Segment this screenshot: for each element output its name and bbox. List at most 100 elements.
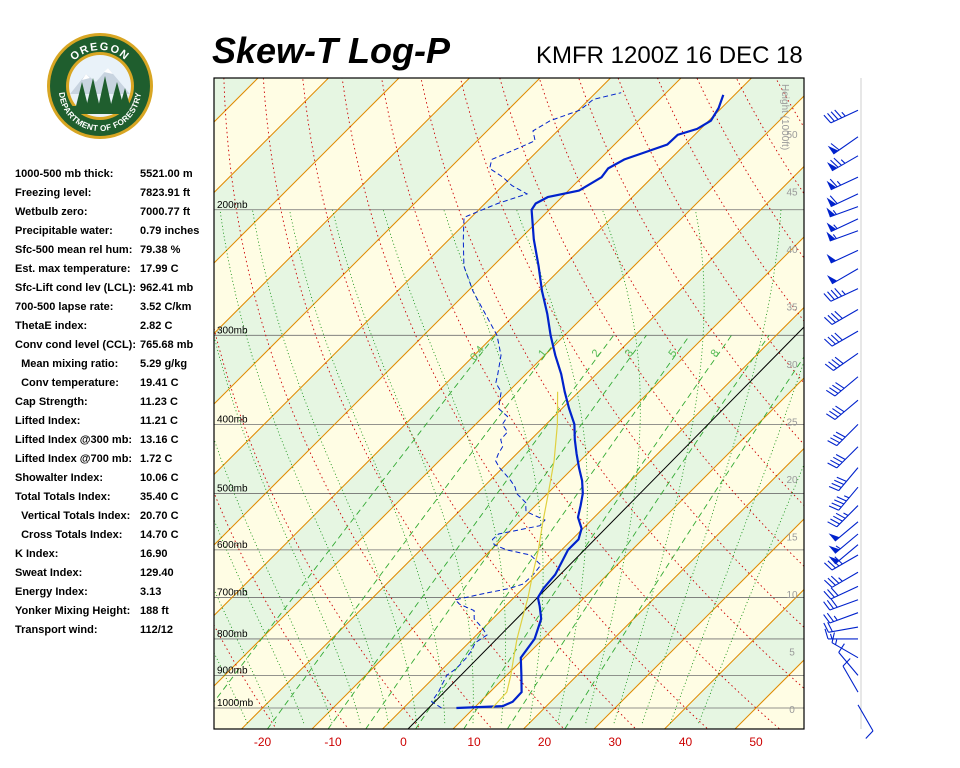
- dewpoint-profile: [430, 92, 622, 709]
- temperature-band: [214, 96, 804, 729]
- mixing-ratio-line: [214, 335, 496, 703]
- wind-barb: [828, 467, 859, 492]
- index-value: 11.21 C: [140, 415, 178, 427]
- wind-barb: [842, 658, 859, 693]
- wind-barb-feather: [827, 462, 838, 469]
- pressure-level-label: 1000mb: [217, 698, 254, 709]
- wind-barb-feather: [833, 157, 842, 166]
- wind-barb-feather: [830, 437, 840, 444]
- temperature-tick-label: -20: [254, 735, 272, 749]
- dry-adiabat-line: [657, 78, 804, 322]
- temperature-tick-label: -10: [324, 735, 342, 749]
- wind-barb-feather: [831, 632, 835, 643]
- tree-icon: [76, 76, 130, 108]
- wind-barb-feather: [830, 558, 840, 567]
- wind-barb: [826, 230, 859, 242]
- moist-adiabat-line: [641, 209, 782, 724]
- index-value: 129.40: [140, 567, 174, 579]
- wind-barb-staff: [834, 399, 859, 420]
- dry-adiabat-line: [916, 52, 960, 738]
- index-value: 7823.91 ft: [140, 187, 191, 199]
- wind-barb-half-feather: [843, 495, 850, 499]
- wind-barb: [824, 309, 859, 325]
- wind-barb-feather: [828, 485, 839, 492]
- height-tick-label: 0: [789, 705, 795, 716]
- wind-barb-feather: [831, 502, 842, 508]
- index-value: 14.70 C: [140, 529, 179, 541]
- wind-barb-feather: [830, 518, 840, 525]
- index-label: Wetbulb zero:: [15, 206, 88, 218]
- index-value: 1.72 C: [140, 453, 173, 465]
- wind-barb-feather: [830, 111, 839, 120]
- chart-title: Skew-T Log-P: [212, 30, 451, 71]
- wind-barb: [824, 330, 859, 347]
- dry-adiabat-line: [341, 78, 709, 729]
- parcel-profile: [491, 391, 559, 709]
- wind-barb-feather: [827, 314, 836, 323]
- height-tick-label: 20: [786, 475, 798, 486]
- wind-barb: [826, 249, 859, 264]
- index-label: Conv cond level (CCL):: [15, 339, 137, 351]
- wind-barb-feather: [834, 109, 843, 119]
- index-value: 16.90: [140, 548, 168, 560]
- wind-barb-feather: [830, 334, 840, 343]
- pressure-level-label: 600mb: [217, 540, 248, 551]
- moist-adiabat-line: [516, 209, 588, 724]
- wind-barb-half-feather: [836, 180, 842, 186]
- wind-barb: [823, 598, 859, 611]
- wind-barb-staff: [830, 109, 859, 124]
- wind-barb-feather: [829, 387, 839, 394]
- moist-adiabat-line: [214, 651, 248, 724]
- wind-barb-half-feather: [841, 290, 846, 295]
- wind-barb-feather: [827, 560, 836, 569]
- isotherm-line: [214, 78, 753, 617]
- wind-barb-half-feather: [834, 639, 838, 645]
- wind-barb-staff: [838, 652, 859, 676]
- isotherm-line: [240, 165, 804, 729]
- wind-barb-pennant: [828, 533, 840, 542]
- wind-barb-feather: [834, 499, 845, 505]
- mixing-ratio-line: [327, 335, 614, 729]
- dry-adiabat-line: [420, 78, 804, 689]
- index-label: Precipitable water:: [15, 225, 113, 237]
- wind-barb-pennant: [826, 254, 837, 263]
- wind-barb: [828, 521, 859, 542]
- wind-barb-feather: [824, 579, 833, 588]
- wind-barb-staff: [831, 155, 859, 172]
- index-label: Conv temperature:: [15, 377, 119, 389]
- pressure-level-labels: 1000mb 900mb 800mb 700mb 600mb 500mb 400mb 300m…: [217, 200, 254, 709]
- temperature-tick-label: 10: [467, 735, 481, 749]
- pressure-level-label: 400mb: [217, 414, 248, 425]
- wind-barb-staff: [842, 665, 859, 693]
- wind-barb-staff: [834, 533, 859, 554]
- wind-barb: [823, 288, 859, 302]
- mixing-ratio-line: [415, 335, 691, 729]
- index-label: Cap Strength:: [15, 396, 88, 408]
- index-label: Energy Index:: [15, 586, 88, 598]
- height-tick-label: 15: [786, 533, 798, 544]
- pressure-level-label: 300mb: [217, 325, 248, 336]
- wind-barb-pennant: [827, 145, 839, 154]
- isotherm-line: [663, 588, 804, 729]
- temperature-tick-label: 40: [679, 735, 693, 749]
- dry-adiabat-line: [223, 78, 493, 729]
- wind-barb-feather: [824, 363, 834, 371]
- wind-barb-feather: [833, 515, 843, 522]
- moist-adiabat-line: [670, 360, 804, 724]
- wind-barb-pennant: [827, 275, 838, 284]
- wind-barb-feather: [827, 521, 838, 528]
- wind-barb-feather: [823, 590, 832, 600]
- dry-adiabat-line: [381, 78, 781, 729]
- wind-barb-feather: [834, 288, 843, 297]
- wind-barb-feather: [836, 496, 847, 502]
- wind-barb-feather: [825, 389, 836, 397]
- wind-barb-feather: [835, 405, 845, 413]
- isotherm-line: [214, 78, 471, 335]
- wind-barb: [827, 446, 859, 469]
- dry-adiabat-line: [839, 52, 960, 738]
- wind-barb-staff: [836, 446, 859, 469]
- wind-barb-feather: [830, 575, 840, 584]
- index-label: 700-500 lapse rate:: [15, 301, 114, 313]
- dry-adiabat-line: [214, 326, 421, 729]
- wind-barb: [827, 136, 859, 155]
